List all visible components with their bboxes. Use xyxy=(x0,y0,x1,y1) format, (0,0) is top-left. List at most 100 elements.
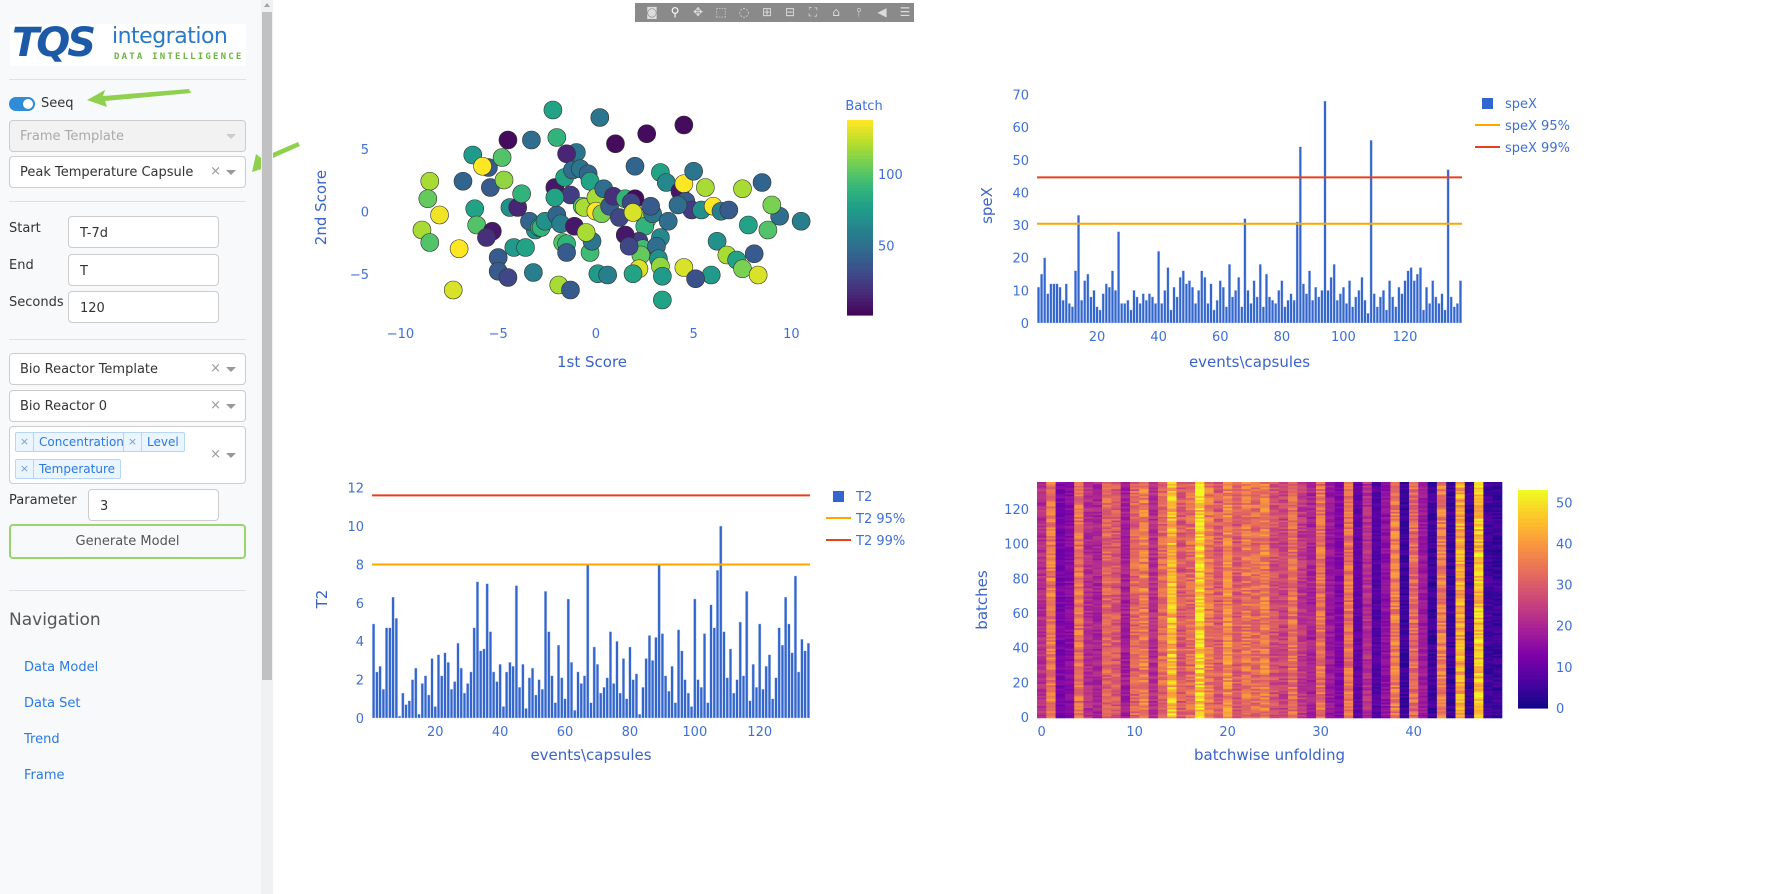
chevron-down-icon[interactable] xyxy=(226,170,236,175)
seeq-toggle[interactable] xyxy=(9,97,35,111)
heatmap-cell xyxy=(1167,537,1177,540)
heatmap-cell xyxy=(1241,551,1252,554)
nav-link-frame[interactable]: Frame xyxy=(24,768,65,783)
heatmap-cell xyxy=(1102,549,1112,552)
heatmap-cell xyxy=(1288,546,1298,549)
heatmap-cell xyxy=(1037,645,1047,648)
heatmap-cell xyxy=(1232,504,1242,507)
heatmap-cell xyxy=(1204,704,1214,707)
heatmap-cell xyxy=(1046,707,1056,710)
generate-model-button[interactable]: Generate Model xyxy=(9,524,246,559)
heatmap-cell xyxy=(1241,563,1252,566)
heatmap-cell xyxy=(1269,591,1280,594)
heatmap-cell xyxy=(1111,553,1121,556)
parameter-input[interactable]: 3 xyxy=(88,489,219,521)
remove-tag-icon[interactable]: × xyxy=(124,433,142,451)
asset-select[interactable]: Bio Reactor 0 × xyxy=(9,390,246,422)
heatmap-cell xyxy=(1278,620,1289,623)
nav-link-data-set[interactable]: Data Set xyxy=(24,696,81,711)
heatmap-cell xyxy=(1223,573,1233,577)
heatmap-cell xyxy=(1148,563,1159,566)
heatmap-cell xyxy=(1064,631,1075,634)
heatmap-cell xyxy=(1092,686,1103,689)
scrollbar-thumb[interactable] xyxy=(262,12,272,680)
capsule-select[interactable]: Peak Temperature Capsule × xyxy=(9,156,246,188)
heatmap-cell xyxy=(1064,653,1075,656)
heatmap-cell xyxy=(1250,591,1261,594)
heatmap-cell xyxy=(1157,655,1168,658)
lasso-icon[interactable]: ◌ xyxy=(738,5,750,19)
bar xyxy=(1132,290,1136,324)
seconds-input[interactable]: 120 xyxy=(68,291,219,323)
heatmap-cell xyxy=(1306,619,1317,622)
hover-closest-icon[interactable]: ◀ xyxy=(877,5,887,19)
chevron-down-icon[interactable] xyxy=(226,404,236,409)
heatmap-cell xyxy=(1223,613,1233,616)
heatmap-cell xyxy=(1148,535,1159,538)
heatmap-cell xyxy=(1185,563,1196,566)
chevron-down-icon[interactable] xyxy=(226,367,236,372)
heatmap-cell xyxy=(1167,513,1177,516)
y-tick-label: 0 xyxy=(356,712,364,727)
heatmap-cell xyxy=(1316,546,1326,549)
heatmap-cell xyxy=(1260,688,1270,691)
heatmap-cell xyxy=(1167,547,1177,550)
heatmap-cell xyxy=(1288,641,1298,644)
zoom-icon[interactable]: ⚲ xyxy=(670,5,680,19)
scatter-point xyxy=(727,250,746,270)
box-select-icon[interactable]: ⬚ xyxy=(715,5,727,19)
heatmap-cell xyxy=(1074,587,1084,590)
camera-icon[interactable]: ◙ xyxy=(646,5,658,19)
heatmap-cell xyxy=(1083,560,1094,563)
template-select[interactable]: Bio Reactor Template × xyxy=(9,353,246,385)
nav-link-trend[interactable]: Trend xyxy=(24,732,60,747)
clear-icon[interactable]: × xyxy=(210,361,221,376)
heatmap-cell xyxy=(1260,636,1270,639)
start-input[interactable]: T-7d xyxy=(68,216,219,248)
heatmap-cell xyxy=(1157,639,1168,642)
heatmap-cell xyxy=(1148,676,1159,679)
heatmap-cell xyxy=(1306,662,1317,665)
heatmap-cell xyxy=(1213,521,1224,524)
nav-link-data-model[interactable]: Data Model xyxy=(24,660,99,675)
home-icon[interactable]: ⌂ xyxy=(832,5,840,19)
heatmap-cell xyxy=(1232,525,1242,528)
heatmap-cell xyxy=(1083,714,1094,717)
chevron-down-icon[interactable] xyxy=(226,453,236,458)
scroll-up-icon[interactable] xyxy=(264,3,270,7)
autoscale-icon[interactable]: ⛶ xyxy=(808,5,818,19)
heatmap-cell xyxy=(1046,535,1056,538)
clear-icon[interactable]: × xyxy=(210,164,221,179)
heatmap-cell xyxy=(1213,613,1224,616)
heatmap-cell xyxy=(1157,508,1168,511)
hover-compare-icon[interactable]: ☰ xyxy=(899,5,911,19)
bar xyxy=(1437,303,1441,324)
heatmap-cell xyxy=(1167,593,1177,596)
bar xyxy=(696,679,700,719)
zoom-in-icon[interactable]: ⊞ xyxy=(761,5,773,19)
remove-tag-icon[interactable]: × xyxy=(16,433,34,451)
heatmap-cell xyxy=(1325,541,1335,544)
heatmap-cell xyxy=(1278,490,1289,493)
remove-tag-icon[interactable]: × xyxy=(16,460,34,478)
heatmap-cell xyxy=(1260,572,1270,575)
heatmap-cell xyxy=(1269,645,1280,648)
signals-multiselect[interactable]: × Concentration × Level × Temperature × xyxy=(9,426,246,484)
frame-template-select[interactable]: Frame Template xyxy=(9,120,246,152)
heatmap-cell xyxy=(1278,606,1289,609)
clear-icon[interactable]: × xyxy=(210,447,221,462)
heatmap-cell xyxy=(1269,539,1280,542)
heatmap-cell xyxy=(1055,622,1066,625)
heatmap-cell xyxy=(1316,662,1326,665)
heatmap-cell xyxy=(1204,711,1214,714)
scatter-point xyxy=(467,215,486,235)
zoom-out-icon[interactable]: ⊟ xyxy=(784,5,796,19)
spike-lines-icon[interactable]: ⫯ xyxy=(856,5,862,19)
heatmap-cell xyxy=(1213,705,1224,708)
end-input[interactable]: T xyxy=(68,254,219,286)
pan-icon[interactable]: ✥ xyxy=(692,5,704,19)
clear-icon[interactable]: × xyxy=(210,398,221,413)
sidebar-scrollbar[interactable] xyxy=(261,0,273,894)
heatmap-cell xyxy=(1111,528,1121,531)
heatmap-cell xyxy=(1176,554,1187,557)
